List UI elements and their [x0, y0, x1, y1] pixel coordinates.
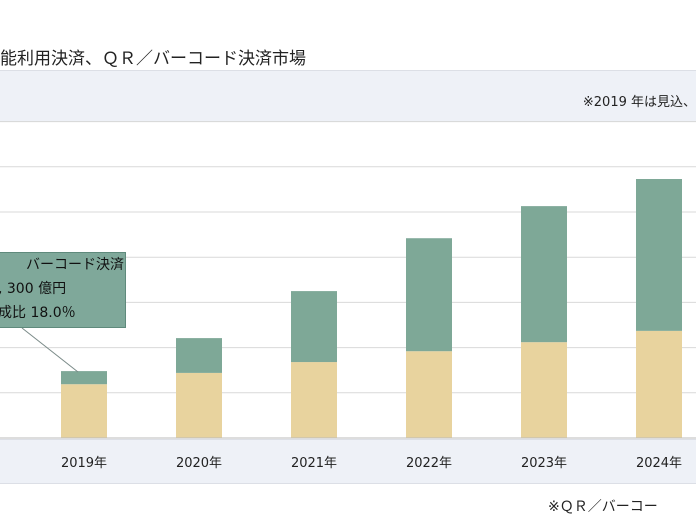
bar-segment-2020年-0 — [176, 372, 222, 438]
bar-segment-2019年-0 — [61, 384, 107, 438]
callout-leader — [21, 327, 79, 373]
x-tick-label: 2021年 — [291, 456, 337, 471]
callout-box: バーコード決済 , 300 億円 成比 18.0％ — [0, 252, 126, 328]
callout-line1: バーコード決済 — [26, 257, 124, 273]
x-tick-label: 2019年 — [61, 456, 107, 471]
x-tick-label: 2023年 — [521, 456, 567, 471]
callout-line3: 成比 18.0％ — [0, 305, 76, 321]
note-top: ※2019 年は見込、 — [582, 95, 696, 110]
x-tick-label: 2022年 — [406, 456, 452, 471]
bar-segment-2021年-0 — [291, 362, 337, 438]
bar-segment-2020年-1 — [176, 338, 222, 373]
bar-segment-2022年-0 — [406, 351, 452, 438]
bar-segment-2023年-1 — [521, 206, 567, 343]
x-tick-label: 2020年 — [176, 456, 222, 471]
callout-line2: , 300 億円 — [0, 281, 67, 297]
bar-segment-2019年-1 — [61, 371, 107, 385]
bar-segment-2022年-1 — [406, 238, 452, 352]
bar-segment-2021年-1 — [291, 291, 337, 363]
bar-segment-2023年-0 — [521, 342, 567, 438]
x-tick-label: 2024年 — [636, 456, 682, 471]
note-bottom: ※ＱＲ／バーコー — [548, 499, 658, 515]
chart-title: 能利用決済、ＱＲ／バーコード決済市場 — [0, 49, 306, 69]
x-axis-band — [0, 439, 696, 484]
bar-segment-2024年-1 — [636, 179, 682, 331]
bar-segment-2024年-0 — [636, 330, 682, 438]
